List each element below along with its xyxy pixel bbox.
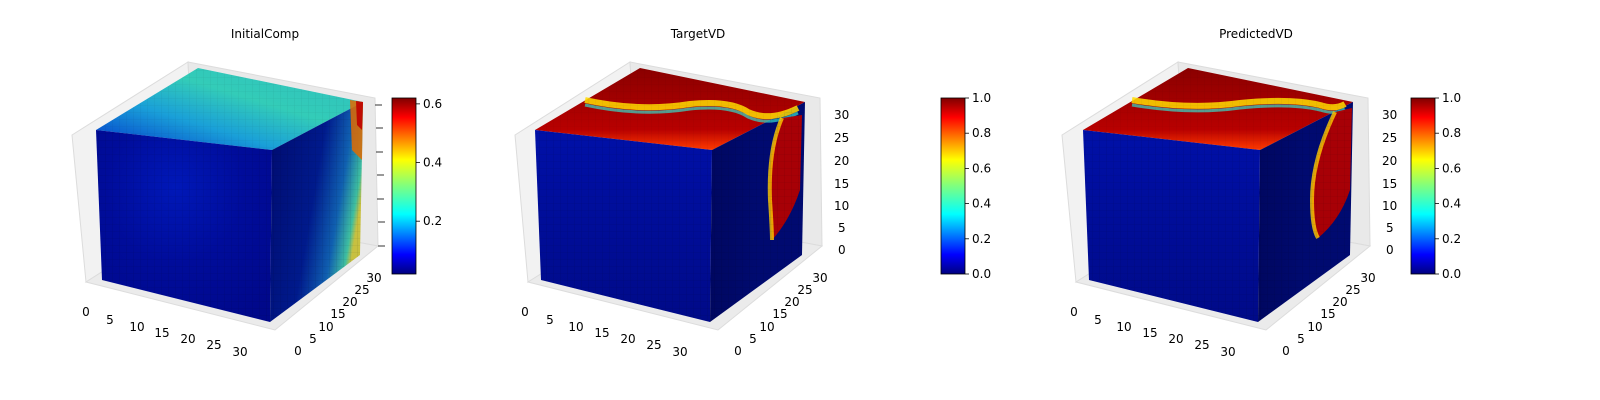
- x-tick: 25: [646, 338, 661, 352]
- y-tick: 5: [1297, 332, 1305, 346]
- colorbar-tick-label: 0.2: [972, 232, 991, 246]
- y-tick: 15: [330, 307, 345, 321]
- x-axis-ticks-initialcomp: 0 5 10 15 20 25 30: [82, 305, 247, 359]
- colorbar-tick-label: 0.4: [1442, 197, 1461, 211]
- colorbar-gradient: [391, 97, 417, 275]
- colorbar-predictedvd: 0.0 0.2 0.4 0.6 0.8 1.0: [1410, 91, 1461, 281]
- x-tick: 5: [546, 313, 554, 327]
- colorbar-tick-label: 0.8: [1442, 126, 1461, 140]
- y-tick: 0: [294, 344, 302, 358]
- z-tick: 20: [1382, 154, 1397, 168]
- z-tick: 30: [834, 108, 849, 122]
- title-targetvd: TargetVD: [670, 27, 726, 41]
- z-tick: 25: [834, 131, 849, 145]
- z-tick: 0: [1386, 243, 1394, 257]
- colorbar-initialcomp: 0.2 0.4 0.6: [391, 97, 442, 275]
- x-axis-ticks-targetvd: 0 5 10 15 20 25 30: [521, 305, 687, 359]
- x-tick: 20: [1168, 332, 1183, 346]
- colorbar-gradient: [1410, 97, 1436, 275]
- x-tick: 30: [232, 345, 247, 359]
- x-tick: 10: [568, 320, 583, 334]
- x-tick: 30: [672, 345, 687, 359]
- z-tick: 30: [1382, 108, 1397, 122]
- x-tick: 10: [129, 320, 144, 334]
- x-tick: 0: [521, 305, 529, 319]
- z-tick: 5: [1386, 221, 1394, 235]
- x-tick: 25: [206, 338, 221, 352]
- z-tick: 15: [1382, 177, 1397, 191]
- colorbar-tick-label: 0.0: [1442, 267, 1461, 281]
- colorbar-ticks: 0.0 0.2 0.4 0.6 0.8 1.0: [1435, 91, 1461, 281]
- colorbar-tick-label: 0.2: [1442, 232, 1461, 246]
- y-axis-ticks-predictedvd: 0 5 10 15 20 25 30: [1282, 271, 1375, 358]
- z-tick: 10: [1382, 199, 1397, 213]
- y-tick: 0: [734, 344, 742, 358]
- colorbar-ticks: 0.0 0.2 0.4 0.6 0.8 1.0: [965, 91, 991, 281]
- x-tick: 0: [1070, 305, 1078, 319]
- x-tick: 30: [1220, 345, 1235, 359]
- subplot-initialcomp: InitialComp 0 5 10 15 20 25 30 0 5 10 15: [71, 27, 442, 359]
- colorbar-tick-label: 0.6: [423, 97, 442, 111]
- x-tick: 20: [620, 332, 635, 346]
- z-tick: 25: [1382, 131, 1397, 145]
- x-tick: 15: [594, 326, 609, 340]
- x-tick: 15: [1142, 326, 1157, 340]
- z-tick: 10: [834, 199, 849, 213]
- colorbar-tick-label: 0.0: [972, 267, 991, 281]
- x-tick: 15: [154, 326, 169, 340]
- title-initialcomp: InitialComp: [231, 27, 299, 41]
- z-axis-ticks-targetvd: 0 5 10 15 20 25 30: [834, 108, 849, 257]
- y-tick: 20: [784, 295, 799, 309]
- y-tick: 25: [1345, 283, 1360, 297]
- y-tick: 0: [1282, 344, 1290, 358]
- y-axis-ticks-targetvd: 0 5 10 15 20 25 30: [734, 271, 827, 358]
- y-tick: 15: [1320, 307, 1335, 321]
- colorbar-tick-label: 1.0: [1442, 91, 1461, 105]
- y-tick: 5: [749, 332, 757, 346]
- y-tick: 25: [797, 283, 812, 297]
- y-axis-ticks-initialcomp: 0 5 10 15 20 25 30: [294, 271, 381, 358]
- title-predictedvd: PredictedVD: [1219, 27, 1293, 41]
- z-tick: 5: [838, 221, 846, 235]
- z-axis-ticks-initialcomp: [375, 104, 385, 247]
- colorbar-gradient: [940, 97, 966, 275]
- colorbar-tick-label: 0.8: [972, 126, 991, 140]
- z-tick: 15: [834, 177, 849, 191]
- y-tick: 25: [354, 283, 369, 297]
- y-tick: 30: [366, 271, 381, 285]
- colorbar-tick-label: 0.4: [423, 156, 442, 170]
- x-tick: 25: [1194, 338, 1209, 352]
- x-axis-ticks-predictedvd: 0 5 10 15 20 25 30: [1070, 305, 1235, 359]
- colorbar-ticks: 0.2 0.4 0.6: [416, 97, 442, 228]
- x-tick: 20: [180, 332, 195, 346]
- colorbar-tick-label: 0.2: [423, 214, 442, 228]
- colorbar-tick-label: 0.6: [1442, 161, 1461, 175]
- y-tick: 30: [812, 271, 827, 285]
- y-tick: 30: [1360, 271, 1375, 285]
- subplot-predictedvd: PredictedVD 0 5 10 15 20 25 30 0 5 10 15…: [1061, 27, 1461, 359]
- z-tick: 20: [834, 154, 849, 168]
- y-tick: 10: [759, 320, 774, 334]
- y-tick: 20: [1332, 295, 1347, 309]
- colorbar-tick-label: 1.0: [972, 91, 991, 105]
- colorbar-tick-label: 0.4: [972, 197, 991, 211]
- x-tick: 5: [106, 313, 114, 327]
- y-tick: 10: [1307, 320, 1322, 334]
- subplot-targetvd: TargetVD 0 5 10 15 20 25 30 0 5 10 1: [514, 27, 991, 359]
- colorbar-targetvd: 0.0 0.2 0.4 0.6 0.8 1.0: [940, 91, 991, 281]
- z-tick: 0: [838, 243, 846, 257]
- x-tick: 10: [1116, 320, 1131, 334]
- y-tick: 20: [342, 295, 357, 309]
- x-tick: 5: [1094, 313, 1102, 327]
- x-tick: 0: [82, 305, 90, 319]
- y-tick: 15: [772, 307, 787, 321]
- y-tick: 10: [318, 320, 333, 334]
- z-axis-ticks-predictedvd: 0 5 10 15 20 25 30: [1382, 108, 1397, 257]
- colorbar-tick-label: 0.6: [972, 161, 991, 175]
- y-tick: 5: [309, 332, 317, 346]
